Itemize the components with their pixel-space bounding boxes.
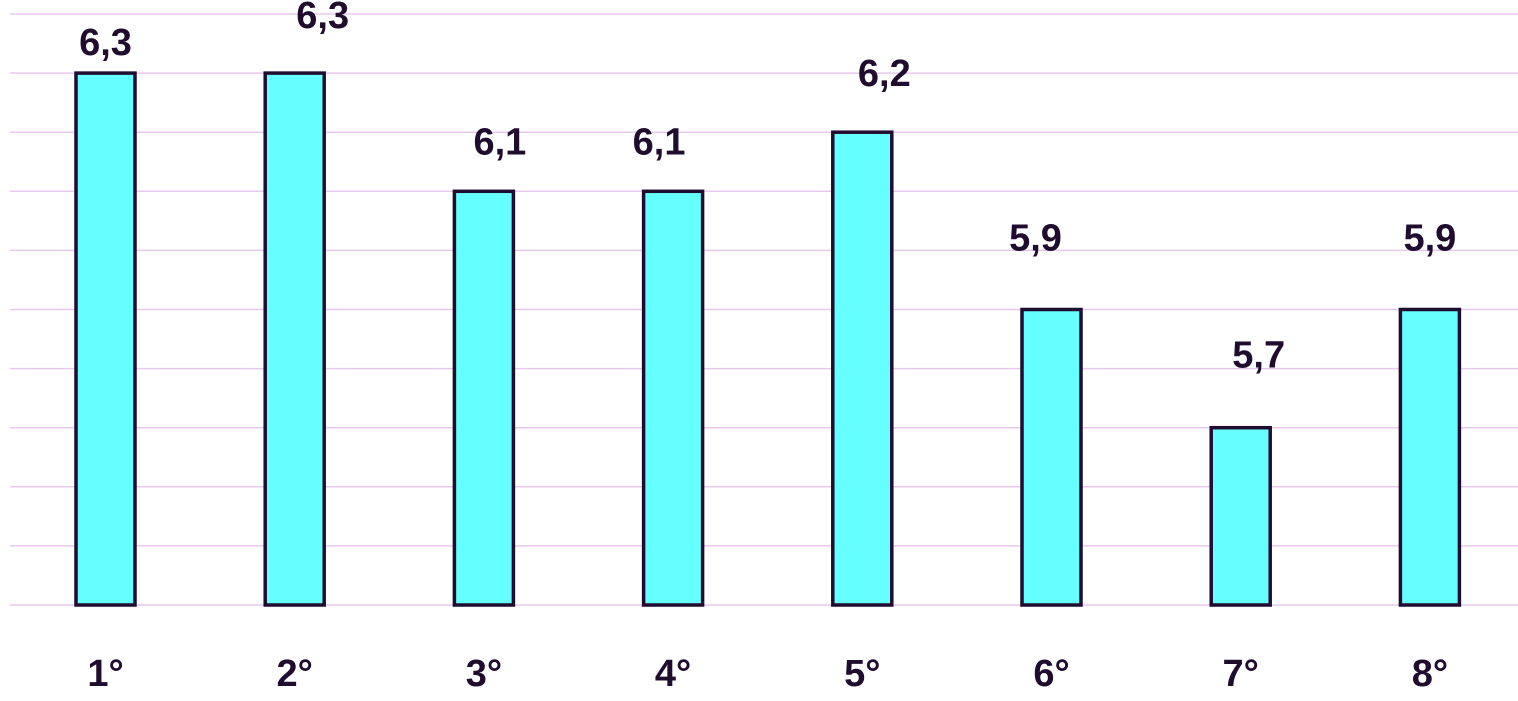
bar-7: [1209, 425, 1272, 607]
value-label-8: 5,9: [1403, 218, 1456, 260]
value-labels: 6,3 6,3 6,1 6,1 6,2 5,9 5,7 5,9: [79, 0, 1456, 377]
bar-5: [831, 130, 894, 607]
category-label-4: 4°: [655, 653, 691, 695]
bars: [74, 71, 1462, 607]
category-label-2: 2°: [277, 653, 313, 695]
value-label-5: 6,2: [858, 53, 911, 95]
bar-6: [1020, 307, 1083, 607]
bar-3: [452, 189, 516, 607]
value-label-2: 6,3: [296, 0, 349, 37]
category-label-1: 1°: [87, 653, 123, 695]
value-label-1: 6,3: [79, 22, 132, 64]
category-labels: 1° 2° 3° 4° 5° 6° 7° 8°: [87, 653, 1448, 695]
bar-1: [74, 71, 137, 607]
value-label-7: 5,7: [1232, 335, 1285, 377]
category-label-3: 3°: [466, 653, 502, 695]
category-label-8: 8°: [1412, 653, 1448, 695]
bar-4: [641, 189, 705, 607]
category-label-7: 7°: [1223, 653, 1259, 695]
bar-8: [1398, 307, 1462, 607]
value-label-4: 6,1: [633, 121, 686, 163]
category-label-6: 6°: [1033, 653, 1069, 695]
value-label-3: 6,1: [473, 121, 526, 163]
value-label-6: 5,9: [1009, 218, 1062, 260]
category-label-5: 5°: [844, 653, 880, 695]
gridlines: [10, 13, 1518, 606]
bar-2: [263, 71, 326, 607]
